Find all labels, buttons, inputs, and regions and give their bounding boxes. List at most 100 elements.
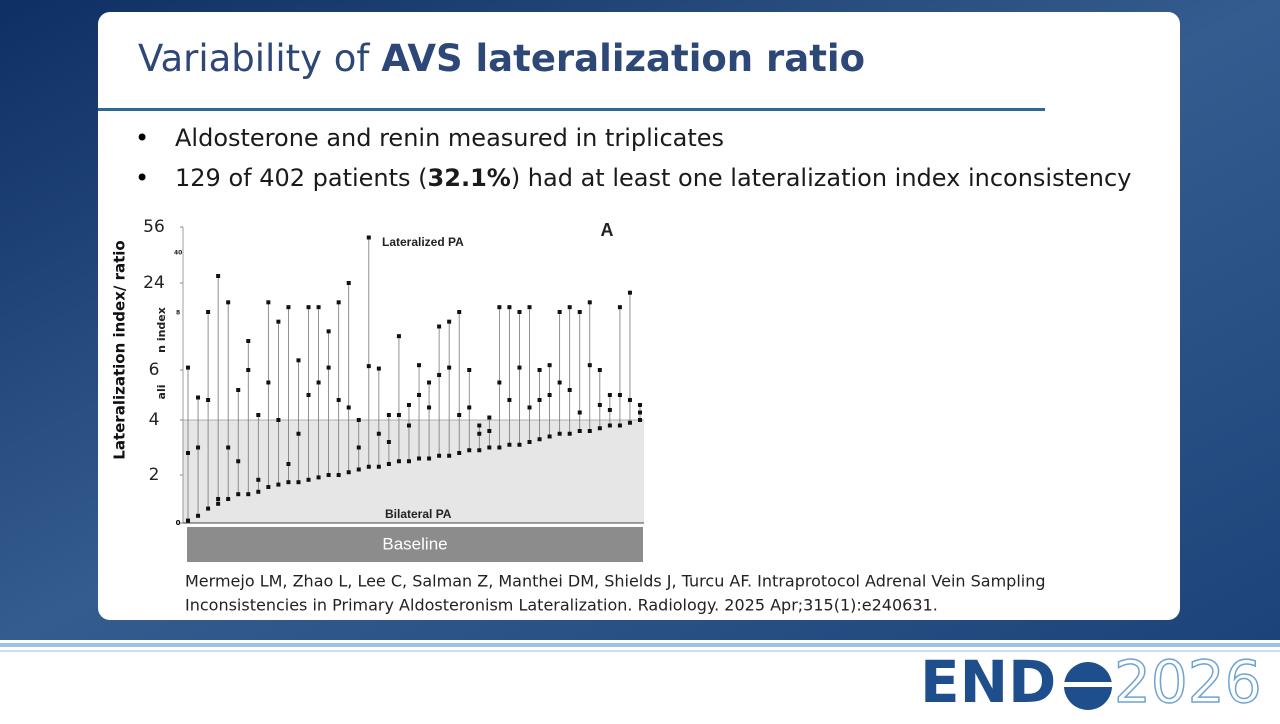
measurement — [627, 420, 632, 425]
measurement — [276, 319, 281, 324]
measurement — [567, 305, 572, 310]
measurement — [396, 459, 401, 464]
measurement — [386, 413, 391, 417]
measurement — [266, 300, 271, 305]
measurement — [366, 364, 371, 369]
measurement — [236, 388, 241, 392]
measurement — [547, 393, 552, 397]
measurement — [306, 305, 311, 310]
measurement — [266, 380, 271, 385]
citation: Mermejo LM, Zhao L, Lee C, Salman Z, Man… — [185, 572, 1046, 591]
measurement — [376, 431, 381, 436]
measurement — [607, 423, 612, 428]
measurement — [437, 373, 442, 377]
measurement — [286, 480, 291, 485]
region-label: Bilateral PA — [385, 507, 452, 521]
measurement — [256, 489, 261, 494]
measurement — [346, 470, 351, 475]
slide-title: Variability of AVS lateralization ratio — [138, 37, 865, 80]
measurement — [396, 413, 401, 417]
measurement — [316, 380, 321, 385]
measurement — [507, 398, 512, 402]
measurement — [216, 501, 221, 506]
measurement — [567, 388, 572, 392]
measurement — [497, 305, 502, 310]
bullet: Aldosterone and renin measured in tripli… — [175, 124, 724, 152]
bullet-text: Aldosterone and renin measured in tripli… — [175, 124, 724, 152]
measurement — [477, 448, 482, 453]
measurement — [417, 393, 422, 397]
measurement — [577, 410, 582, 415]
measurement — [266, 485, 271, 489]
measurement — [617, 423, 622, 428]
measurement — [356, 467, 361, 472]
measurement — [406, 423, 411, 428]
measurement — [276, 482, 281, 487]
measurement — [427, 380, 432, 385]
measurement — [517, 310, 522, 314]
measurement — [597, 368, 602, 372]
measurement — [276, 418, 281, 422]
measurement — [527, 440, 532, 444]
panel-label: A — [601, 220, 614, 240]
measurement — [376, 366, 381, 371]
measurement — [236, 459, 241, 464]
measurement — [537, 398, 542, 402]
measurement — [196, 513, 201, 518]
measurement — [527, 305, 532, 310]
measurement — [286, 305, 291, 310]
image-fragment: 40 — [174, 250, 182, 257]
measurement — [316, 305, 321, 310]
image-fragment: n index — [155, 307, 168, 353]
measurement — [296, 431, 301, 436]
measurement — [406, 403, 411, 407]
measurement — [186, 451, 190, 455]
measurement — [547, 434, 552, 439]
y-tick-label: 6 — [149, 360, 160, 380]
title-bold: AVS lateralization ratio — [381, 37, 865, 80]
measurement — [346, 405, 351, 410]
measurement — [256, 477, 261, 482]
measurement — [386, 462, 391, 466]
measurement — [638, 410, 642, 415]
bullet-bold: 32.1% — [428, 164, 511, 192]
measurement — [296, 480, 301, 485]
title-text: Variability of — [138, 37, 381, 80]
measurement — [396, 334, 401, 339]
measurement — [638, 418, 642, 422]
measurement — [497, 380, 502, 385]
measurement — [567, 431, 572, 436]
measurement — [406, 459, 411, 464]
measurement — [366, 464, 371, 469]
bullet-text: 129 of 402 patients ( — [175, 164, 428, 192]
measurement — [597, 426, 602, 431]
measurement — [517, 442, 522, 447]
measurement — [487, 445, 492, 450]
measurement — [577, 429, 582, 433]
measurement — [607, 393, 612, 397]
measurement — [376, 464, 381, 469]
measurement — [216, 497, 221, 501]
measurement — [447, 319, 452, 324]
measurement — [336, 300, 341, 305]
measurement — [557, 310, 562, 314]
measurement — [537, 368, 542, 372]
measurement — [517, 365, 522, 370]
y-axis-label: Lateralization index/ ratio — [111, 240, 129, 459]
measurement — [196, 445, 201, 450]
logo-globe-band — [1062, 682, 1114, 687]
measurement — [497, 445, 502, 450]
measurement — [306, 393, 311, 397]
measurement — [296, 358, 301, 363]
bullet-text: ) had at least one lateralization index … — [511, 164, 1132, 192]
title-rule — [98, 108, 1045, 111]
measurement — [326, 329, 331, 334]
measurement — [467, 448, 472, 453]
measurement — [186, 365, 190, 370]
y-tick-label: 0 — [176, 519, 181, 527]
measurement — [587, 363, 592, 368]
measurement — [326, 365, 331, 370]
measurement — [617, 305, 622, 310]
